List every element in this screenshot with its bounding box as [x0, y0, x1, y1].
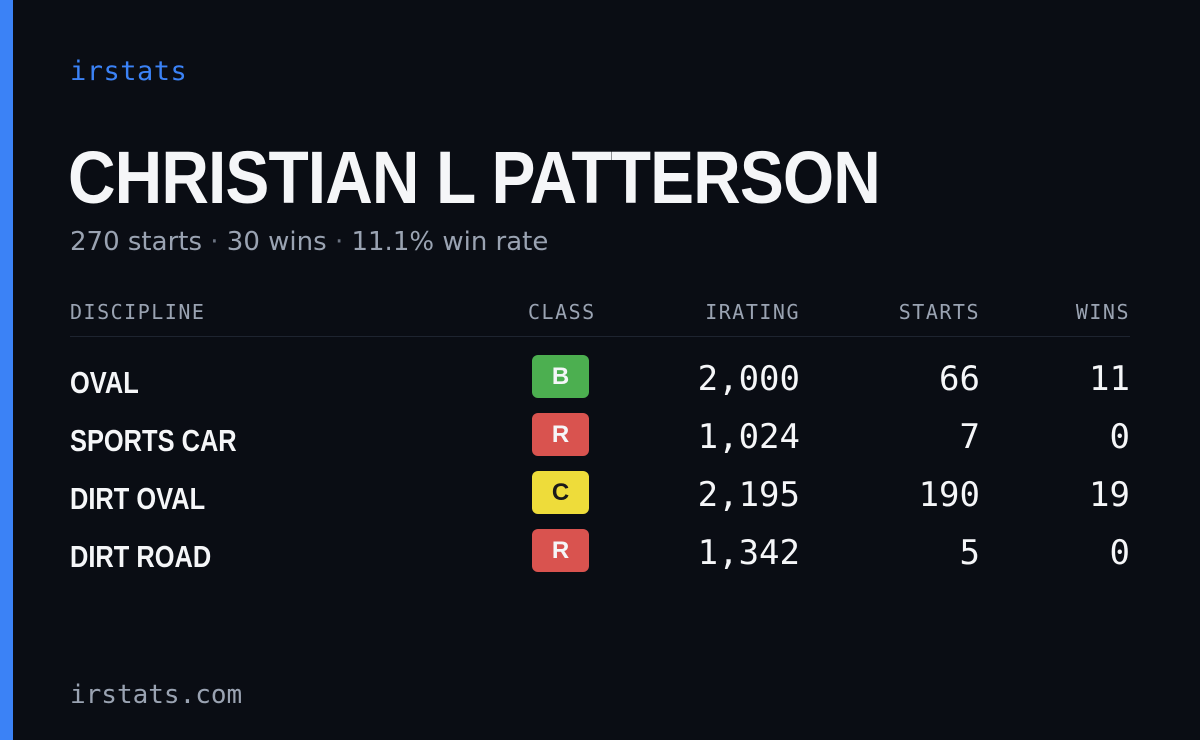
summary-wins: 30 wins	[226, 227, 327, 257]
starts-value: 5	[959, 533, 980, 573]
discipline-name: DIRT OVAL	[70, 481, 206, 516]
summary-starts: 270 starts	[70, 227, 202, 257]
wins-value: 0	[1109, 417, 1130, 457]
header-discipline: DISCIPLINE	[70, 300, 206, 324]
irating-value: 1,342	[697, 533, 800, 573]
license-class-badge: R	[532, 529, 589, 572]
summary-separator: ·	[334, 227, 344, 257]
driver-name: CHRISTIAN L PATTERSON	[68, 136, 881, 219]
license-class-badge: C	[532, 471, 589, 514]
summary-win-rate: 11.1% win rate	[351, 227, 549, 257]
starts-value: 66	[939, 359, 980, 399]
wins-value: 0	[1109, 533, 1130, 573]
header-starts: STARTS	[898, 300, 980, 324]
table-header-row: DISCIPLINE CLASS IRATING STARTS WINS	[70, 296, 1130, 337]
wins-value: 11	[1089, 359, 1130, 399]
license-class-badge: B	[532, 355, 589, 398]
starts-value: 190	[918, 475, 980, 515]
irating-value: 2,195	[697, 475, 800, 515]
wins-value: 19	[1089, 475, 1130, 515]
table-row: SPORTS CAR R 1,024 7 0	[70, 413, 1130, 471]
accent-bar	[0, 0, 13, 740]
header-wins: WINS	[1075, 300, 1130, 324]
discipline-name: DIRT ROAD	[70, 539, 212, 574]
summary-separator: ·	[210, 227, 219, 257]
irating-value: 1,024	[697, 417, 800, 457]
driver-summary: 270 starts · 30 wins · 11.1% win rate	[70, 227, 548, 257]
table-row: OVAL B 2,000 66 11	[70, 355, 1130, 413]
license-class-badge: R	[532, 413, 589, 456]
discipline-name: SPORTS CAR	[70, 423, 237, 458]
irating-value: 2,000	[697, 359, 800, 399]
brand-logo-text: irstats	[70, 56, 188, 87]
starts-value: 7	[959, 417, 980, 457]
table-row: DIRT OVAL C 2,195 190 19	[70, 471, 1130, 529]
table-body: OVAL B 2,000 66 11 SPORTS CAR R 1,024 7 …	[70, 355, 1130, 587]
footer-url: irstats.com	[70, 680, 243, 710]
header-class: CLASS	[528, 300, 596, 324]
table-row: DIRT ROAD R 1,342 5 0	[70, 529, 1130, 587]
discipline-name: OVAL	[70, 365, 139, 400]
header-irating: IRATING	[705, 300, 800, 324]
discipline-stats-table: DISCIPLINE CLASS IRATING STARTS WINS OVA…	[70, 296, 1130, 587]
